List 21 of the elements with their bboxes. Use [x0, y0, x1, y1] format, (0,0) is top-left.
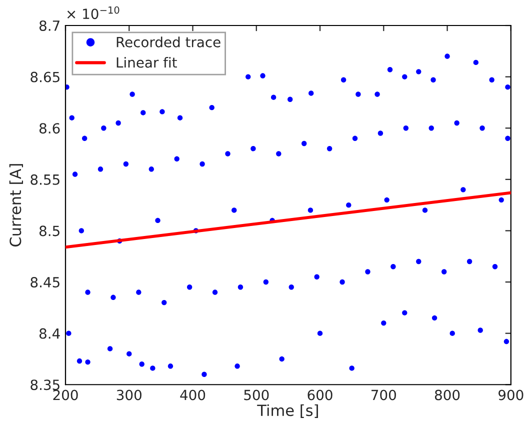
text: × 10$^{−10}$: [67, 6, 120, 20]
y-tick-label: 8.5: [39, 226, 60, 236]
y-tick-label: 8.4: [39, 328, 60, 339]
y-tick-label: 8.6: [39, 123, 60, 134]
x-tick-label: 300: [116, 390, 142, 400]
y-tick-label: 8.55: [30, 174, 60, 185]
y-tick-label: 8.35: [30, 380, 60, 390]
x-tick-label: 400: [180, 390, 206, 400]
y-tick-label: 8.45: [30, 276, 60, 288]
x-tick-label: 500: [244, 390, 269, 400]
x-tick-label: 700: [372, 390, 396, 400]
legend-label: Linear fit: [116, 56, 177, 68]
x-tick-label: 200: [53, 390, 78, 400]
x-tick-label: 600: [308, 390, 332, 400]
x-axis-title: Time [s]: [257, 404, 318, 418]
y-axis-title: Current [A]: [9, 164, 23, 247]
y-tick-label: 8.65: [30, 72, 60, 82]
legend-label: Recorded trace: [116, 36, 220, 48]
x-tick-label: 900: [498, 390, 524, 400]
x-tick-label: 800: [434, 390, 460, 400]
y-tick-label: 8.7: [39, 20, 60, 31]
